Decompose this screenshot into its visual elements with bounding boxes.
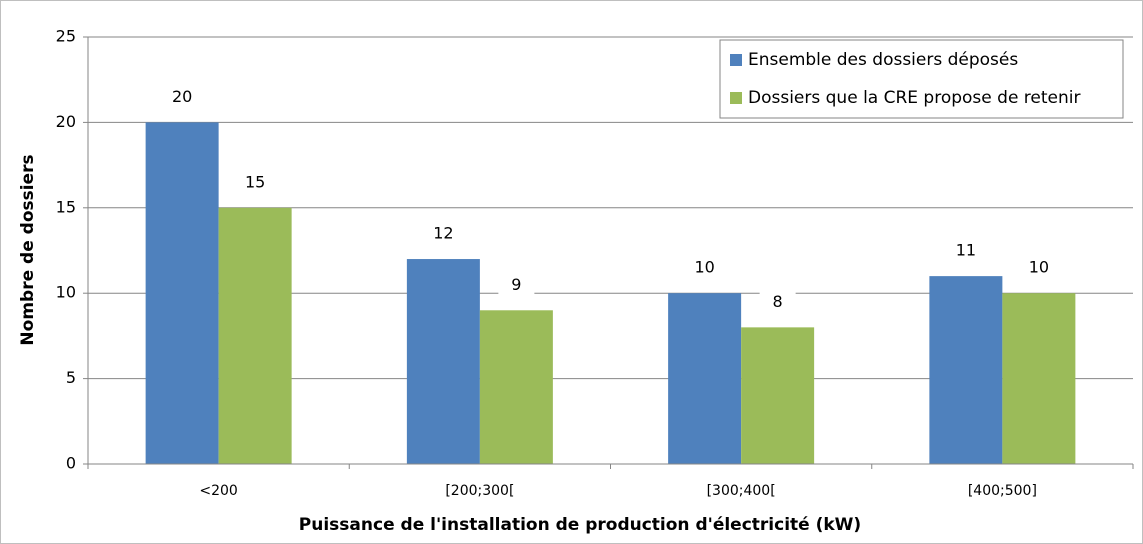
legend-label: Ensemble des dossiers déposés [748, 50, 1018, 70]
data-label: 10 [1029, 258, 1049, 277]
bar [1002, 293, 1076, 464]
bar [741, 327, 815, 464]
data-label-bg [1020, 255, 1057, 280]
legend-label: Dossiers que la CRE propose de retenir [748, 88, 1081, 108]
y-tick-label: 0 [66, 454, 76, 473]
bar [406, 259, 480, 464]
y-tick-label: 20 [56, 112, 76, 131]
y-tick-label: 25 [56, 27, 76, 46]
data-label-bg [759, 289, 796, 314]
x-axis-label: Puissance de l'installation de productio… [299, 515, 861, 535]
data-label-bg [498, 272, 535, 297]
legend-swatch [730, 92, 742, 104]
data-label: 15 [245, 172, 265, 191]
data-label-bg [164, 84, 201, 109]
data-label: 10 [694, 258, 714, 277]
y-tick-label: 10 [56, 283, 76, 302]
bar [479, 310, 553, 464]
bar [145, 122, 219, 465]
y-tick-label: 5 [66, 368, 76, 387]
x-tick-label: [400;500] [968, 483, 1037, 499]
y-axis-label: Nombre de dossiers [18, 154, 38, 345]
bar [218, 207, 292, 465]
data-label: 12 [433, 224, 453, 243]
x-tick-label: [200;300[ [445, 483, 514, 499]
data-label-bg [425, 221, 462, 246]
legend-box [719, 39, 1124, 119]
data-label: 9 [511, 275, 521, 294]
x-tick-label: [300;400[ [707, 483, 776, 499]
x-tick-label: <200 [199, 483, 237, 499]
data-label-bg [686, 255, 723, 280]
data-label: 8 [773, 292, 783, 311]
data-label-bg [947, 238, 984, 263]
data-label-bg [237, 169, 274, 194]
legend-swatch [730, 54, 742, 66]
data-label: 20 [172, 87, 192, 106]
bar [668, 293, 742, 464]
y-tick-label: 15 [56, 197, 76, 216]
data-label: 11 [956, 241, 976, 260]
bar [929, 276, 1003, 464]
